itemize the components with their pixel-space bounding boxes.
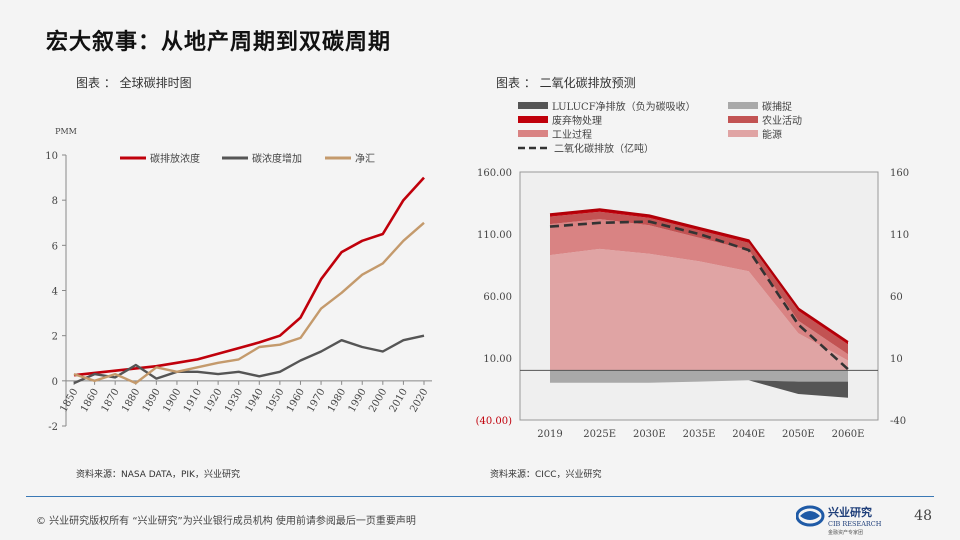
x-tick-label: 1930	[223, 387, 245, 415]
legend-swatch-6	[728, 130, 758, 137]
x-tick-label: 2050E	[782, 429, 815, 440]
x-tick-label: 1860	[79, 387, 101, 415]
x-tick-label: 2060E	[832, 429, 865, 440]
right-y-tick-label: 10	[890, 354, 903, 365]
left-y-tick-label: (40.00)	[476, 416, 513, 427]
legend-swatch-1	[518, 102, 548, 109]
left-y-tick-label: 110.00	[477, 230, 512, 241]
page-number: 48	[914, 508, 932, 524]
x-tick-label: 1880	[120, 387, 142, 415]
footer-disclaimer: © 兴业研究版权所有 “兴业研究”为兴业银行成员机构 使用前请参阅最后一页重要声…	[36, 516, 416, 527]
right-chart-caption: 图表 ： 二氧化碳排放预测	[496, 76, 636, 90]
legend-label-dashed: 二氧化碳排放（亿吨）	[554, 142, 654, 155]
x-tick-label: 1940	[244, 387, 266, 415]
series-line-3	[73, 221, 425, 385]
x-tick-label: 2010	[388, 387, 410, 415]
x-tick-label: 2025E	[583, 429, 616, 440]
right-y-tick-label: 110	[890, 230, 909, 241]
co2-emission-forecast-area-chart: 160.00 110.00 60.00 10.00 (40.00) 160 110 60 10 -…	[476, 100, 910, 440]
logo-tagline: 金融资产专家团	[828, 529, 863, 536]
legend-swatch-4	[728, 116, 758, 123]
x-tick-label: 1990	[347, 387, 369, 415]
legend-swatch-3	[518, 116, 548, 123]
x-tick-label: 1970	[305, 387, 327, 415]
footer-divider	[26, 496, 934, 497]
x-tick-label: 1870	[100, 387, 122, 415]
right-y-tick-label: -40	[890, 416, 906, 427]
y-tick-label: 4	[52, 287, 58, 298]
global-carbon-line-chart: 10 8 6 4 2 0 -2 PMM 1850186018701880189019001910…	[45, 127, 432, 433]
legend-label-5: 工业过程	[552, 128, 592, 141]
cib-research-logo: 兴业研究 CIB RESEARCH 金融资产专家团	[796, 505, 882, 536]
x-tick-label: 1950	[264, 387, 286, 415]
right-chart-source: 资料来源：CICC，兴业研究	[490, 470, 602, 480]
legend-swatch-2	[728, 102, 758, 109]
negative-area-layer-1	[550, 370, 848, 383]
right-y-tick-label: 160	[890, 168, 909, 179]
legend-label-6: 能源	[762, 128, 782, 141]
left-chart-source: 资料来源：NASA DATA，PIK，兴业研究	[76, 470, 240, 480]
x-tick-label: 2040E	[732, 429, 765, 440]
x-tick-label: 1890	[141, 387, 163, 415]
legend-label-1: 碳排放浓度	[150, 152, 200, 165]
x-tick-label: 2035E	[683, 429, 716, 440]
negative-area-layer-2	[550, 380, 848, 398]
left-y-tick-label: 160.00	[477, 168, 512, 179]
y-tick-label: 0	[52, 377, 58, 388]
left-chart-caption: 图表 ： 全球碳排时图	[76, 76, 192, 90]
y-tick-label: 10	[45, 151, 58, 162]
x-tick-label: 1910	[182, 387, 204, 415]
y-tick-label: -2	[48, 422, 58, 433]
x-tick-label: 1920	[202, 387, 224, 415]
left-y-tick-label: 10.00	[483, 354, 512, 365]
area-layer-1	[550, 248, 848, 371]
y-axis-unit-label: PMM	[55, 127, 77, 136]
slide-title: 宏大叙事：从地产周期到双碳周期	[46, 29, 392, 55]
legend-label-2: 碳浓度增加	[252, 152, 302, 165]
x-tick-label: 2019	[537, 429, 562, 440]
series-line-2	[73, 334, 425, 385]
x-tick-label: 2020	[408, 387, 430, 415]
right-y-tick-label: 60	[890, 292, 903, 303]
legend-label-3: 净汇	[355, 152, 375, 165]
x-tick-label: 1960	[285, 387, 307, 415]
x-tick-label: 2000	[367, 387, 389, 415]
logo-brand-cn: 兴业研究	[828, 505, 872, 519]
legend-label-3: 废弃物处理	[552, 114, 602, 127]
left-y-tick-label: 60.00	[483, 292, 512, 303]
x-tick-label: 1980	[326, 387, 348, 415]
y-tick-label: 6	[52, 241, 58, 252]
total-outline	[549, 208, 849, 343]
area-layer-2	[550, 219, 848, 361]
x-tick-label: 1900	[161, 387, 183, 415]
legend-label-4: 农业活动	[762, 114, 802, 127]
y-tick-label: 8	[52, 196, 58, 207]
y-tick-label: 2	[52, 332, 58, 343]
legend-label-2: 碳捕捉	[762, 100, 792, 113]
legend-label-1: LULUCF净排放（负为碳吸收）	[552, 100, 696, 113]
series-line-1	[73, 176, 425, 377]
dashed-line-series-1	[549, 220, 849, 371]
logo-brand-en: CIB RESEARCH	[828, 520, 882, 528]
legend-swatch-5	[518, 130, 548, 137]
x-tick-label: 2030E	[633, 429, 666, 440]
x-tick-label: 1850	[58, 387, 80, 415]
